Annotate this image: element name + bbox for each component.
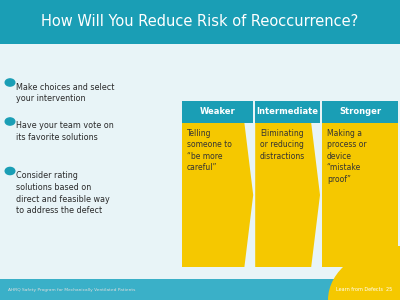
Text: Telling
someone to
“be more
careful”: Telling someone to “be more careful”: [187, 129, 232, 172]
FancyBboxPatch shape: [255, 100, 320, 123]
Text: Making a
process or
device
“mistake
proof”: Making a process or device “mistake proo…: [327, 129, 366, 184]
Circle shape: [5, 118, 15, 125]
FancyBboxPatch shape: [0, 279, 400, 300]
Wedge shape: [328, 246, 400, 300]
Text: Stronger: Stronger: [339, 107, 381, 116]
Text: Eliminating
or reducing
distractions: Eliminating or reducing distractions: [260, 129, 305, 161]
Polygon shape: [255, 123, 320, 267]
FancyBboxPatch shape: [0, 0, 400, 44]
FancyBboxPatch shape: [322, 100, 398, 123]
Text: Learn from Defects  25: Learn from Defects 25: [336, 287, 392, 292]
Text: Weaker: Weaker: [200, 107, 236, 116]
Polygon shape: [182, 123, 253, 267]
Text: Make choices and select
your intervention: Make choices and select your interventio…: [16, 82, 114, 103]
FancyBboxPatch shape: [0, 44, 400, 279]
Polygon shape: [322, 123, 398, 267]
Text: Intermediate: Intermediate: [257, 107, 318, 116]
Circle shape: [5, 79, 15, 86]
Circle shape: [5, 167, 15, 175]
Text: AHRQ Safety Program for Mechanically Ventilated Patients: AHRQ Safety Program for Mechanically Ven…: [8, 287, 135, 292]
FancyBboxPatch shape: [182, 100, 253, 123]
Text: How Will You Reduce Risk of Reoccurrence?: How Will You Reduce Risk of Reoccurrence…: [41, 14, 359, 29]
Text: Consider rating
solutions based on
direct and feasible way
to address the defect: Consider rating solutions based on direc…: [16, 171, 110, 215]
Text: Have your team vote on
its favorite solutions: Have your team vote on its favorite solu…: [16, 122, 114, 142]
